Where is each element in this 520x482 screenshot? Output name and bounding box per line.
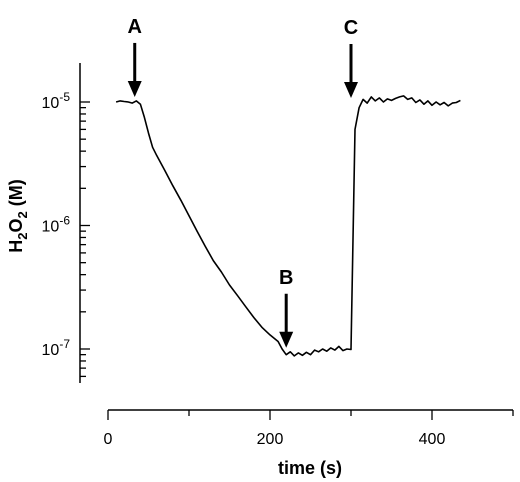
x-tick-label: 400 — [419, 431, 446, 448]
annotation-label: A — [128, 16, 142, 38]
annotations: A B C — [128, 16, 358, 348]
series-line — [115, 95, 461, 357]
annotation-label: B — [279, 267, 293, 289]
y-tick-label: 10-7 — [42, 337, 71, 359]
x-ticks — [107, 410, 514, 420]
y-tick-labels: 10-7 10-6 10-5 — [42, 90, 71, 359]
y-ticks — [80, 101, 90, 378]
x-tick-label: 0 — [104, 431, 113, 448]
arrow-head — [279, 331, 294, 348]
annotation-b: B — [279, 267, 293, 348]
annotation-label: C — [344, 17, 358, 39]
arrow-head — [127, 80, 142, 97]
annotation-c: C — [344, 17, 358, 98]
arrow-head — [344, 82, 358, 98]
x-tick-labels: 0 200 400 — [104, 431, 446, 448]
y-axis-title: H2O2 (M) — [6, 179, 30, 252]
x-axis-title: time (s) — [278, 458, 342, 478]
y-tick-label: 10-5 — [42, 90, 71, 112]
x-tick-label: 200 — [257, 431, 284, 448]
annotation-a: A — [128, 16, 142, 97]
y-tick-label: 10-6 — [42, 214, 71, 236]
